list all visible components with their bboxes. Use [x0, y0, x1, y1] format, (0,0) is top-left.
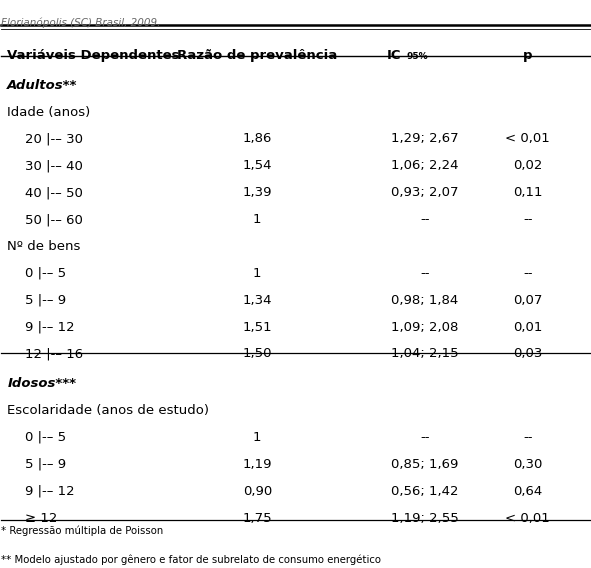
Text: IC: IC: [387, 49, 401, 62]
Text: --: --: [420, 213, 430, 226]
Text: Nº de bens: Nº de bens: [7, 240, 80, 253]
Text: --: --: [523, 213, 532, 226]
Text: 40 |-– 50: 40 |-– 50: [25, 186, 83, 199]
Text: 30 |-– 40: 30 |-– 40: [25, 159, 83, 172]
Text: 0 |-– 5: 0 |-– 5: [25, 267, 66, 280]
Text: 1,50: 1,50: [242, 348, 272, 361]
Text: 5 |-– 9: 5 |-– 9: [25, 294, 66, 307]
Text: 1,19; 2,55: 1,19; 2,55: [391, 512, 459, 524]
Text: 12 |-– 16: 12 |-– 16: [25, 348, 83, 361]
Text: --: --: [420, 267, 430, 280]
Text: < 0,01: < 0,01: [505, 512, 550, 524]
Text: 0 |-– 5: 0 |-– 5: [25, 431, 66, 444]
Text: 0,07: 0,07: [513, 294, 543, 307]
Text: 0,98; 1,84: 0,98; 1,84: [391, 294, 459, 307]
Text: 1,34: 1,34: [242, 294, 272, 307]
Text: --: --: [523, 431, 532, 444]
Text: 1,06; 2,24: 1,06; 2,24: [391, 159, 459, 172]
Text: 9 |-– 12: 9 |-– 12: [25, 485, 74, 498]
Text: Adultos**: Adultos**: [7, 78, 77, 91]
Text: 1: 1: [253, 431, 261, 444]
Text: 0,90: 0,90: [243, 485, 272, 498]
Text: Escolaridade (anos de estudo): Escolaridade (anos de estudo): [7, 404, 209, 417]
Text: ** Modelo ajustado por gênero e fator de subrelato de consumo energético: ** Modelo ajustado por gênero e fator de…: [1, 554, 381, 565]
Text: < 0,01: < 0,01: [505, 132, 550, 145]
Text: 50 |-– 60: 50 |-– 60: [25, 213, 83, 226]
Text: 1,04; 2,15: 1,04; 2,15: [391, 348, 459, 361]
Text: 20 |-– 30: 20 |-– 30: [25, 132, 83, 145]
Text: Idosos***: Idosos***: [7, 377, 76, 390]
Text: Florianópolis (SC) Brasil, 2009.: Florianópolis (SC) Brasil, 2009.: [1, 17, 161, 28]
Text: --: --: [523, 267, 532, 280]
Text: 1,54: 1,54: [242, 159, 272, 172]
Text: Razão de prevalência: Razão de prevalência: [177, 49, 337, 62]
Text: Variáveis Dependentes: Variáveis Dependentes: [7, 49, 180, 62]
Text: 1,51: 1,51: [242, 320, 272, 333]
Text: 1: 1: [253, 213, 261, 226]
Text: 0,30: 0,30: [513, 458, 543, 471]
Text: 1,09; 2,08: 1,09; 2,08: [391, 320, 459, 333]
Text: 95%: 95%: [406, 52, 428, 61]
Text: 0,11: 0,11: [513, 186, 543, 199]
Text: 1,86: 1,86: [242, 132, 272, 145]
Text: 0,93; 2,07: 0,93; 2,07: [391, 186, 459, 199]
Text: 1,39: 1,39: [242, 186, 272, 199]
Text: 1,29; 2,67: 1,29; 2,67: [391, 132, 459, 145]
Text: 9 |-– 12: 9 |-– 12: [25, 320, 74, 333]
Text: 0,64: 0,64: [513, 485, 543, 498]
Text: 0,56; 1,42: 0,56; 1,42: [391, 485, 459, 498]
Text: 1,75: 1,75: [242, 512, 272, 524]
Text: 0,02: 0,02: [513, 159, 543, 172]
Text: 1,19: 1,19: [242, 458, 272, 471]
Text: 0,01: 0,01: [513, 320, 543, 333]
Text: 0,03: 0,03: [513, 348, 543, 361]
Text: 0,85; 1,69: 0,85; 1,69: [391, 458, 459, 471]
Text: * Regressão múltipla de Poisson: * Regressão múltipla de Poisson: [1, 525, 164, 536]
Text: ≥ 12: ≥ 12: [25, 512, 57, 524]
Text: --: --: [420, 431, 430, 444]
Text: Idade (anos): Idade (anos): [7, 106, 90, 119]
Text: 5 |-– 9: 5 |-– 9: [25, 458, 66, 471]
Text: 1: 1: [253, 267, 261, 280]
Text: p: p: [523, 49, 532, 62]
